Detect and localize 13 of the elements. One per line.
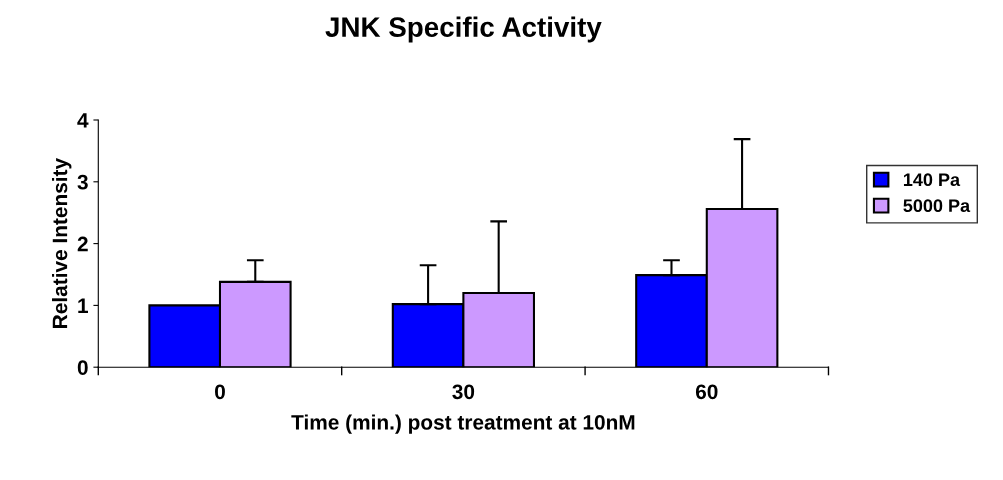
x-tick-label: 60: [695, 384, 718, 400]
x-tick-label: 0: [215, 384, 225, 400]
y-tick-label: 3: [77, 174, 88, 190]
legend-label: 5000 Pa: [903, 199, 971, 213]
y-tick-label: 2: [77, 236, 88, 252]
y-tick-label: 1: [78, 298, 88, 313]
x-axis-title: Time (min.) post treatment at 10nM: [291, 414, 635, 434]
legend-label: 140 Pa: [903, 173, 961, 187]
x-tick-label: 30: [452, 384, 475, 400]
y-axis-title: Relative Intensity: [52, 158, 72, 328]
chart-title: JNK Specific Activity: [325, 16, 602, 43]
y-tick-label: 0: [77, 360, 88, 375]
y-tick-label: 4: [77, 113, 89, 128]
